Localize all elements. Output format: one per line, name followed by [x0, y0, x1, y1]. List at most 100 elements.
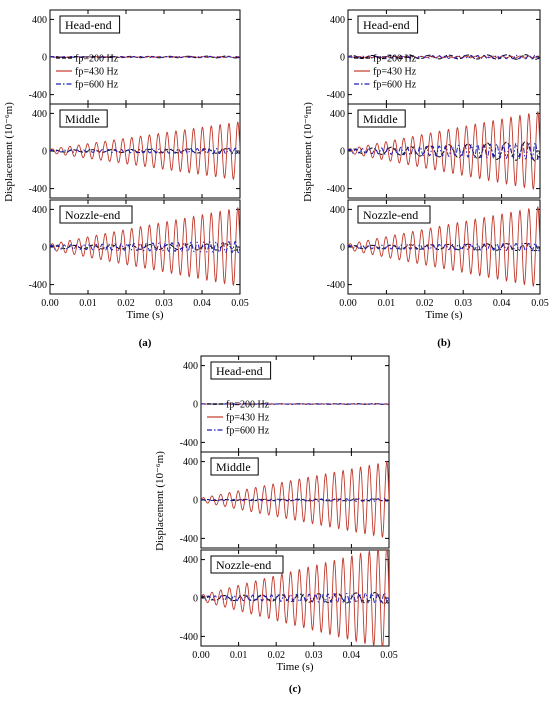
y-tick-label: 400 [330, 205, 345, 216]
x-tick-label: 0.04 [343, 650, 361, 661]
subplot-name-frame [357, 205, 431, 224]
y-tick-label: 400 [183, 361, 198, 372]
y-tick-label: -400 [29, 280, 47, 291]
chart-panel-c: 400 0 -400 Head-end 400 0 -400 Middle 400 0 -400 No… [154, 355, 398, 695]
legend: fp=200 Hz fp=430 Hz fp=600 Hz [354, 54, 417, 91]
y-tick-label: 400 [32, 15, 47, 26]
x-tick-label: 0.03 [454, 298, 472, 309]
panel-label: (b) [437, 337, 451, 349]
x-tick-label: 0.00 [339, 298, 357, 309]
legend-entry: fp=600 Hz [75, 80, 119, 91]
x-tick-label: 0.01 [230, 650, 248, 661]
subplot-middle: 400 0 -400 Middle [29, 103, 241, 199]
y-tick-label: 400 [183, 555, 198, 566]
subplot-name-box: Nozzle-end [210, 555, 284, 574]
y-tick-label: 400 [330, 109, 345, 120]
x-tick-label: 0.03 [155, 298, 173, 309]
y-tick-label: 0 [193, 496, 198, 507]
chart-panel-b: 400 0 -400 Head-end 400 0 -400 Middle 400 0 -400 No… [302, 9, 549, 349]
y-tick-label: 0 [193, 400, 198, 411]
x-axis-label: Time (s) [126, 309, 164, 321]
x-axis-label: Time (s) [276, 661, 314, 673]
subplot-name-frame [210, 555, 284, 574]
subplot-name-frame [59, 205, 133, 224]
subplot-name: Nozzle-end [216, 558, 271, 572]
y-tick-label: 0 [42, 53, 47, 64]
series-line-fp-600-hz [201, 592, 389, 604]
y-tick-label: 0 [42, 147, 47, 158]
x-tick-label: 0.00 [41, 298, 59, 309]
x-tick-label: 0.05 [531, 298, 549, 309]
legend-entry: fp=600 Hz [373, 80, 417, 91]
series-line-fp-600-hz [201, 403, 389, 405]
panel-label: (a) [139, 337, 152, 349]
subplot-name-box: Head-end [59, 15, 121, 34]
subplot-name: Middle [65, 112, 100, 126]
y-tick-label: -400 [29, 90, 47, 101]
x-tick-label: 0.05 [380, 650, 398, 661]
y-tick-label: 400 [330, 15, 345, 26]
subplot-name-box: Middle [210, 457, 259, 476]
y-tick-label: 0 [193, 594, 198, 605]
y-tick-label: 400 [32, 205, 47, 216]
legend-entry: fp=430 Hz [373, 67, 417, 78]
chart-panel-a: 400 0 -400 Head-end 400 0 -400 Middle 400 0 -400 No… [3, 9, 249, 349]
subplot-name-box: Middle [357, 109, 406, 128]
subplot-name-box: Nozzle-end [59, 205, 133, 224]
subplot-nozzle-end: 400 0 -400 Nozzle-end [327, 199, 541, 295]
y-tick-label: -400 [29, 184, 47, 195]
x-tick-label: 0.00 [192, 650, 210, 661]
series-line-fp-430-hz [201, 550, 389, 646]
y-tick-label: -400 [180, 534, 198, 545]
y-tick-label: 400 [183, 457, 198, 468]
legend-entry: fp=200 Hz [75, 54, 119, 65]
y-tick-label: -400 [180, 632, 198, 643]
subplot-name-frame [210, 457, 259, 476]
y-tick-label: 0 [340, 53, 345, 64]
legend-entry: fp=430 Hz [226, 413, 270, 424]
x-tick-label: 0.05 [231, 298, 249, 309]
y-tick-label: 0 [340, 147, 345, 158]
x-tick-label: 0.02 [416, 298, 434, 309]
x-tick-label: 0.04 [193, 298, 211, 309]
series-line-fp-600-hz [201, 498, 389, 502]
subplot-middle: 400 0 -400 Middle [327, 103, 541, 199]
subplot-name-box: Middle [59, 109, 108, 128]
y-tick-label: 0 [340, 243, 345, 254]
y-tick-label: -400 [180, 438, 198, 449]
y-axis-label: Displacement (10⁻⁶m) [154, 451, 166, 551]
series-line-fp-600-hz [50, 240, 240, 254]
subplot-name-frame [59, 109, 108, 128]
subplot-head-end: 400 0 -400 Head-end [29, 9, 241, 105]
y-tick-label: -400 [327, 280, 345, 291]
x-tick-label: 0.02 [117, 298, 135, 309]
x-tick-label: 0.03 [305, 650, 323, 661]
subplot-nozzle-end: 400 0 -400 Nozzle-end [180, 549, 390, 647]
subplot-middle: 400 0 -400 Middle [180, 451, 390, 549]
subplot-name: Head-end [363, 18, 410, 32]
series-line-fp-600-hz [348, 142, 540, 161]
series-line-fp-430-hz [201, 460, 389, 538]
series-line-fp-600-hz [348, 54, 540, 60]
legend: fp=200 Hz fp=430 Hz fp=600 Hz [207, 400, 270, 437]
subplot-name: Nozzle-end [363, 208, 418, 222]
subplot-name: Head-end [216, 364, 263, 378]
y-tick-label: 400 [32, 109, 47, 120]
subplot-head-end: 400 0 -400 Head-end [327, 9, 541, 105]
series-line-fp-600-hz [50, 147, 240, 155]
subplot-head-end: 400 0 -400 Head-end [180, 355, 390, 453]
series-line-fp-430-hz [348, 205, 540, 287]
subplot-name-box: Nozzle-end [357, 205, 431, 224]
subplot-name: Head-end [65, 18, 112, 32]
subplot-name-box: Head-end [210, 361, 272, 380]
y-axis-label: Displacement (10⁻⁶m) [302, 102, 314, 202]
subplot-name-frame [357, 109, 406, 128]
series-line-fp-200-hz [50, 148, 240, 154]
legend-entry: fp=200 Hz [226, 400, 270, 411]
legend-entry: fp=600 Hz [226, 426, 270, 437]
subplot-name: Middle [363, 112, 398, 126]
legend: fp=200 Hz fp=430 Hz fp=600 Hz [56, 54, 119, 91]
legend-entry: fp=200 Hz [373, 54, 417, 65]
subplot-name-frame [357, 15, 419, 34]
